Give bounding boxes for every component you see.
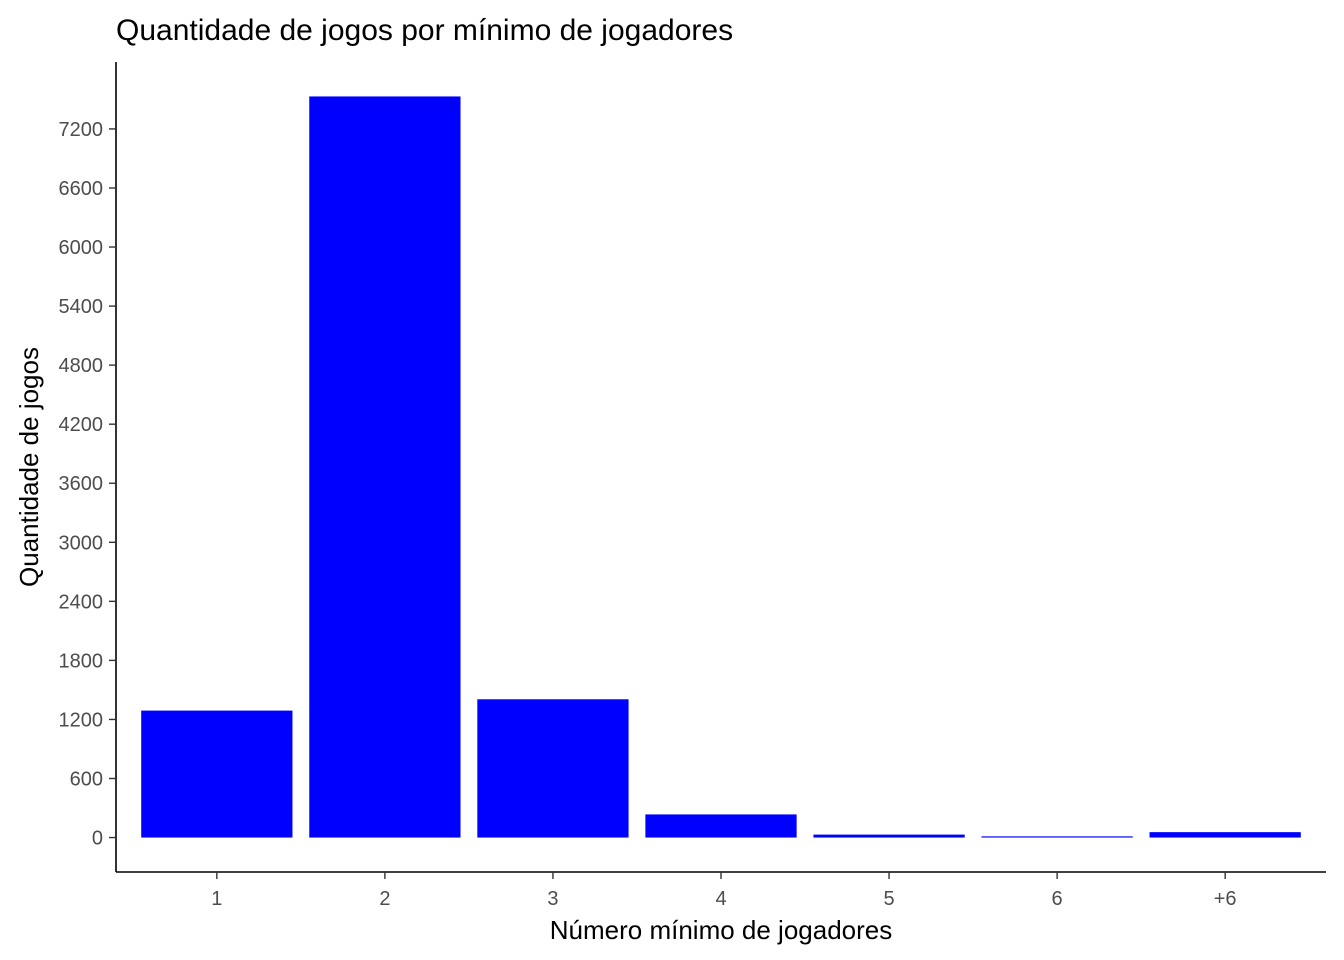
y-tick-label: 600 bbox=[70, 769, 103, 791]
x-tick-label: 2 bbox=[379, 888, 390, 910]
y-tick-label: 4200 bbox=[59, 414, 104, 436]
y-tick-label: 1800 bbox=[59, 650, 104, 672]
y-tick-label: 1200 bbox=[59, 709, 104, 731]
x-tick-label: +6 bbox=[1214, 888, 1237, 910]
y-tick-label: 0 bbox=[92, 828, 103, 850]
y-tick-label: 3000 bbox=[59, 532, 104, 554]
y-axis-label: Quantidade de jogos bbox=[14, 347, 44, 587]
y-tick-label: 4800 bbox=[59, 355, 104, 377]
y-tick-label: 6000 bbox=[59, 237, 104, 259]
y-tick-label: 6600 bbox=[59, 178, 104, 200]
chart-title: Quantidade de jogos por mínimo de jogado… bbox=[116, 14, 733, 47]
x-tick-label: 5 bbox=[883, 888, 894, 910]
y-tick-label: 5400 bbox=[59, 296, 104, 318]
bars-group bbox=[141, 96, 1301, 838]
x-tick-label: 6 bbox=[1052, 888, 1063, 910]
bar-+6 bbox=[1149, 832, 1301, 838]
x-tick-label: 1 bbox=[211, 888, 222, 910]
bar-6 bbox=[981, 836, 1133, 838]
bar-2 bbox=[309, 96, 461, 838]
x-axis-ticks: 1 2 3 4 5 6 +6 bbox=[211, 872, 1237, 910]
bar-5 bbox=[813, 834, 965, 838]
y-tick-label: 2400 bbox=[59, 591, 104, 613]
y-tick-label: 7200 bbox=[59, 119, 104, 141]
bar-3 bbox=[477, 699, 629, 838]
bar-4 bbox=[645, 814, 797, 838]
x-tick-label: 3 bbox=[547, 888, 558, 910]
x-axis-label: Número mínimo de jogadores bbox=[550, 915, 893, 945]
y-axis-ticks: 0 600 1200 1800 2400 3000 3600 4200 4800 5400 6000… bbox=[59, 119, 116, 850]
bar-1 bbox=[141, 710, 293, 838]
y-tick-label: 3600 bbox=[59, 473, 104, 495]
x-tick-label: 4 bbox=[715, 888, 726, 910]
